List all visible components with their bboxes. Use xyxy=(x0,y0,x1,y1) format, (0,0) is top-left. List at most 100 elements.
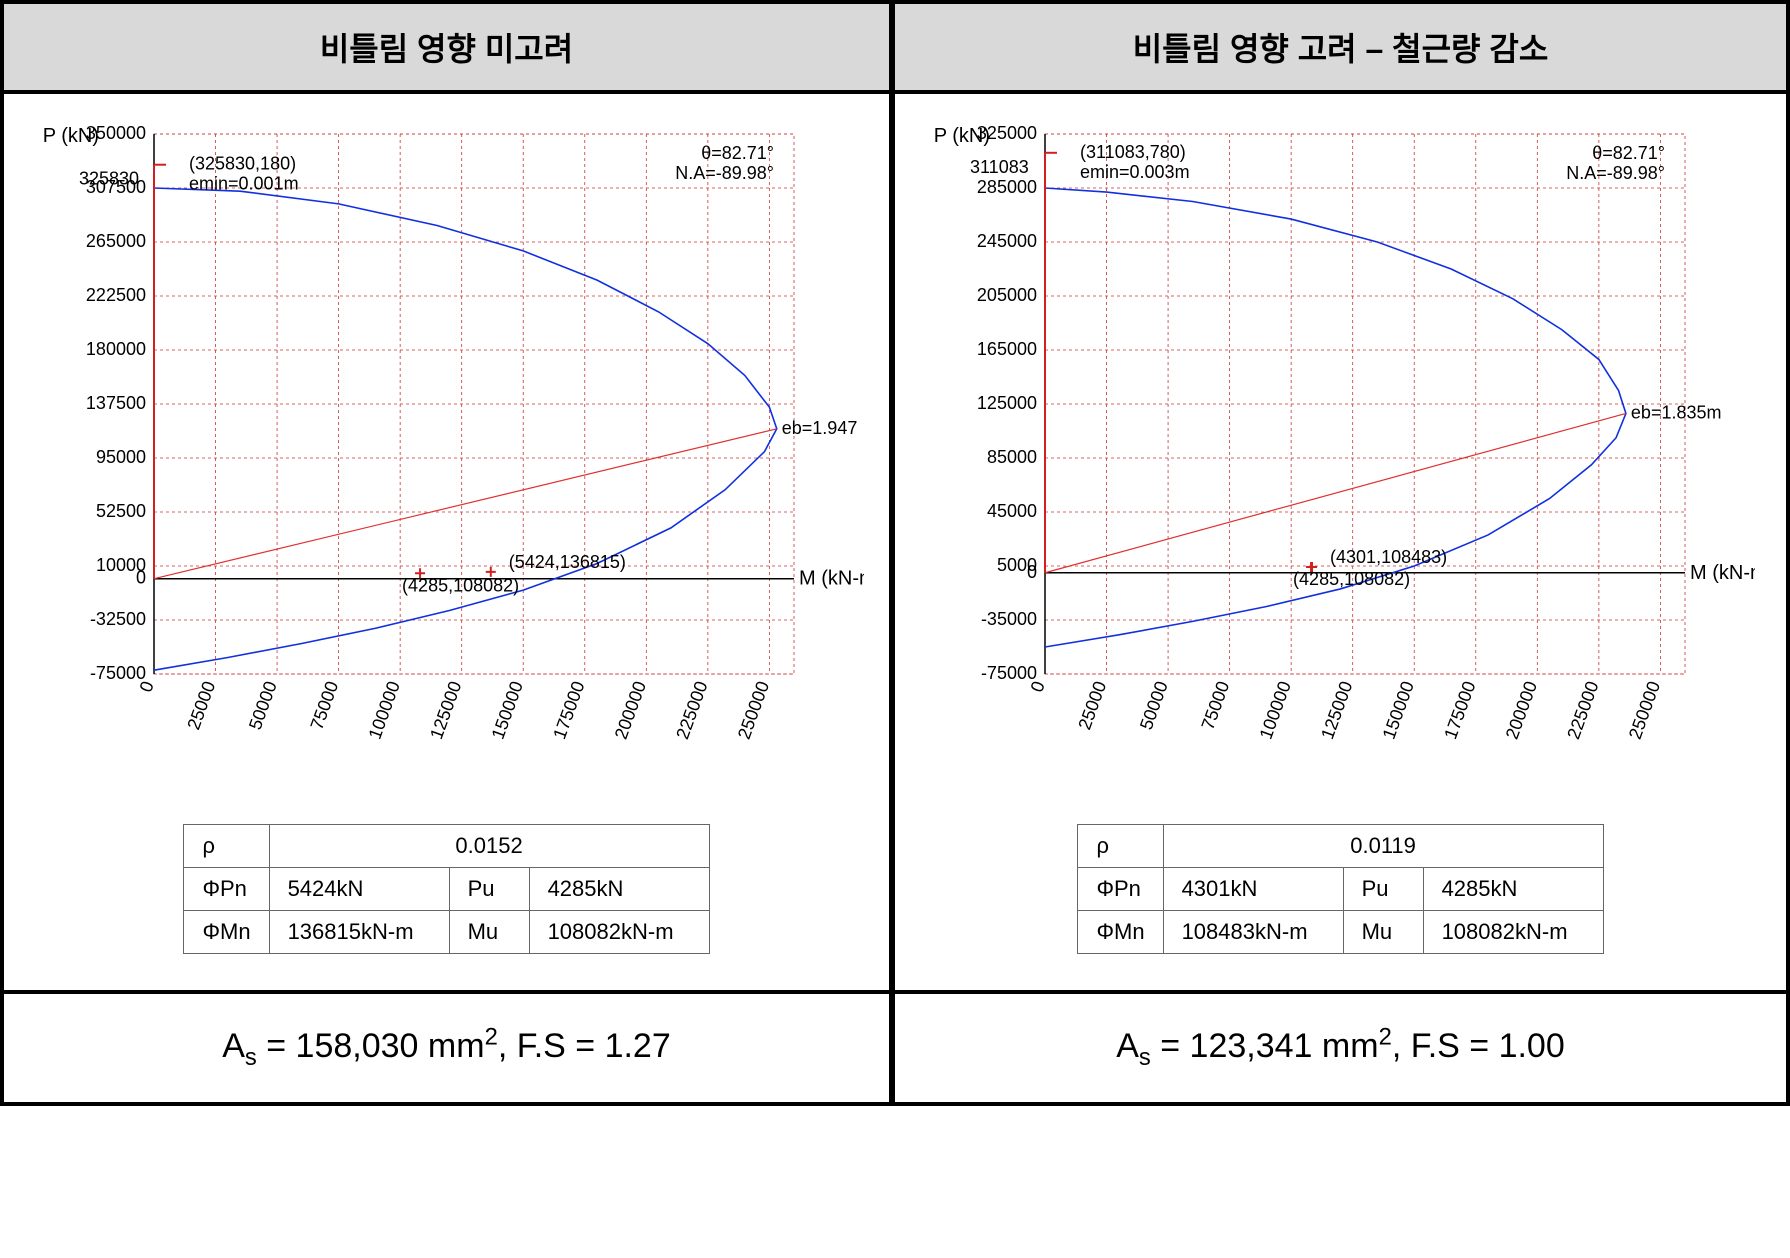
svg-text:225000: 225000 xyxy=(1563,679,1602,742)
as-prefix: A xyxy=(222,1027,245,1065)
svg-text:emin=0.003m: emin=0.003m xyxy=(1080,162,1190,182)
left-footer: As = 158,030 mm2, F.S = 1.27 xyxy=(4,994,889,1102)
svg-text:0: 0 xyxy=(1027,679,1049,695)
svg-text:eb=1.835m: eb=1.835m xyxy=(1631,402,1722,422)
right-pm-chart: -75000-350000500045000850001250001650002… xyxy=(925,124,1755,804)
phimn-label: ΦMn xyxy=(1078,911,1163,954)
svg-text:175000: 175000 xyxy=(1440,679,1479,742)
mu-label: Mu xyxy=(449,911,529,954)
rho-label: ρ xyxy=(1078,825,1163,868)
svg-text:180000: 180000 xyxy=(86,339,146,359)
svg-text:25000: 25000 xyxy=(183,679,219,733)
svg-text:-35000: -35000 xyxy=(981,609,1037,629)
left-header: 비틀림 영향 미고려 xyxy=(4,4,889,94)
svg-text:250000: 250000 xyxy=(1625,679,1664,742)
svg-text:M (kN-m): M (kN-m) xyxy=(799,568,864,590)
left-data-table: ρ 0.0152 ΦPn 5424kN Pu 4285kN ΦMn 136815… xyxy=(183,824,709,954)
mu-value: 108082kN-m xyxy=(529,911,709,954)
table-row: ρ 0.0119 xyxy=(1078,825,1603,868)
rho-label: ρ xyxy=(184,825,269,868)
svg-text:150000: 150000 xyxy=(1379,679,1418,742)
svg-text:285000: 285000 xyxy=(977,177,1037,197)
svg-text:222500: 222500 xyxy=(86,285,146,305)
svg-text:(325830,180): (325830,180) xyxy=(189,154,296,174)
svg-text:125000: 125000 xyxy=(1317,679,1356,742)
mu-value: 108082kN-m xyxy=(1423,911,1603,954)
left-chart-region: -75000-325000100005250095000137500180000… xyxy=(4,94,889,994)
svg-text:250000: 250000 xyxy=(734,679,773,742)
table-row: ΦPn 4301kN Pu 4285kN xyxy=(1078,868,1603,911)
as-fs: , F.S = 1.27 xyxy=(498,1027,671,1065)
svg-text:(4285,108082): (4285,108082) xyxy=(1293,569,1410,589)
comparison-container: 비틀림 영향 미고려 -75000-3250001000052500950001… xyxy=(0,0,1790,1106)
as-sub: s xyxy=(245,1044,257,1071)
svg-text:200000: 200000 xyxy=(611,679,650,742)
svg-text:θ=82.71°: θ=82.71° xyxy=(701,143,774,163)
svg-text:100000: 100000 xyxy=(1256,679,1295,742)
svg-text:125000: 125000 xyxy=(426,679,465,742)
svg-text:(4301,108483): (4301,108483) xyxy=(1330,547,1447,567)
table-row: ρ 0.0152 xyxy=(184,825,709,868)
svg-text:150000: 150000 xyxy=(488,679,527,742)
pu-value: 4285kN xyxy=(1423,868,1603,911)
right-data-table: ρ 0.0119 ΦPn 4301kN Pu 4285kN ΦMn 108483… xyxy=(1077,824,1603,954)
phimn-value: 108483kN-m xyxy=(1163,911,1343,954)
svg-text:50000: 50000 xyxy=(1136,679,1172,733)
footer-text: As = 123,341 mm2, F.S = 1.00 xyxy=(1116,1027,1565,1065)
svg-text:(4285,108082): (4285,108082) xyxy=(402,575,519,595)
svg-text:0: 0 xyxy=(136,679,158,695)
as-sub: s xyxy=(1139,1044,1151,1071)
right-header: 비틀림 영향 고려 – 철근량 감소 xyxy=(895,4,1786,94)
right-panel: 비틀림 영향 고려 – 철근량 감소 -75000-35000050004500… xyxy=(895,4,1786,1102)
left-panel: 비틀림 영향 미고려 -75000-3250001000052500950001… xyxy=(4,4,895,1102)
svg-text:N.A=-89.98°: N.A=-89.98° xyxy=(675,163,774,183)
as-sup: 2 xyxy=(1379,1024,1392,1051)
svg-text:emin=0.001m: emin=0.001m xyxy=(189,174,299,194)
mu-label: Mu xyxy=(1343,911,1423,954)
svg-text:325830: 325830 xyxy=(79,169,139,189)
svg-text:N.A=-89.98°: N.A=-89.98° xyxy=(1566,163,1665,183)
svg-text:-32500: -32500 xyxy=(90,609,146,629)
svg-text:225000: 225000 xyxy=(672,679,711,742)
rho-value: 0.0152 xyxy=(269,825,709,868)
svg-text:265000: 265000 xyxy=(86,231,146,251)
svg-text:100000: 100000 xyxy=(365,679,404,742)
svg-text:311083: 311083 xyxy=(970,157,1029,177)
svg-text:10000: 10000 xyxy=(96,555,146,575)
right-chart-region: -75000-350000500045000850001250001650002… xyxy=(895,94,1786,994)
svg-text:eb=1.947: eb=1.947 xyxy=(782,418,858,438)
phimn-label: ΦMn xyxy=(184,911,269,954)
as-area: = 158,030 mm xyxy=(257,1027,485,1065)
svg-text:50000: 50000 xyxy=(245,679,281,733)
phipn-value: 4301kN xyxy=(1163,868,1343,911)
svg-text:175000: 175000 xyxy=(549,679,588,742)
phipn-label: ΦPn xyxy=(1078,868,1163,911)
as-fs: , F.S = 1.00 xyxy=(1392,1027,1565,1065)
svg-text:205000: 205000 xyxy=(977,285,1037,305)
svg-text:5000: 5000 xyxy=(997,555,1037,575)
svg-text:165000: 165000 xyxy=(977,339,1037,359)
pu-label: Pu xyxy=(449,868,529,911)
pu-value: 4285kN xyxy=(529,868,709,911)
footer-text: As = 158,030 mm2, F.S = 1.27 xyxy=(222,1027,671,1065)
svg-text:P (kN): P (kN) xyxy=(934,125,990,147)
svg-text:245000: 245000 xyxy=(977,231,1037,251)
svg-text:85000: 85000 xyxy=(987,447,1037,467)
left-pm-chart: -75000-325000100005250095000137500180000… xyxy=(34,124,864,804)
svg-text:θ=82.71°: θ=82.71° xyxy=(1592,143,1665,163)
phimn-value: 136815kN-m xyxy=(269,911,449,954)
svg-text:M (kN-m): M (kN-m) xyxy=(1690,562,1755,584)
svg-text:52500: 52500 xyxy=(96,501,146,521)
svg-text:45000: 45000 xyxy=(987,501,1037,521)
table-row: ΦMn 108483kN-m Mu 108082kN-m xyxy=(1078,911,1603,954)
svg-text:95000: 95000 xyxy=(96,447,146,467)
as-sup: 2 xyxy=(485,1024,498,1051)
right-footer: As = 123,341 mm2, F.S = 1.00 xyxy=(895,994,1786,1102)
pu-label: Pu xyxy=(1343,868,1423,911)
svg-text:P (kN): P (kN) xyxy=(43,125,99,147)
svg-text:(311083,780): (311083,780) xyxy=(1080,142,1186,162)
svg-text:(5424,136815): (5424,136815) xyxy=(509,552,626,572)
table-row: ΦPn 5424kN Pu 4285kN xyxy=(184,868,709,911)
as-area: = 123,341 mm xyxy=(1151,1027,1379,1065)
phipn-value: 5424kN xyxy=(269,868,449,911)
